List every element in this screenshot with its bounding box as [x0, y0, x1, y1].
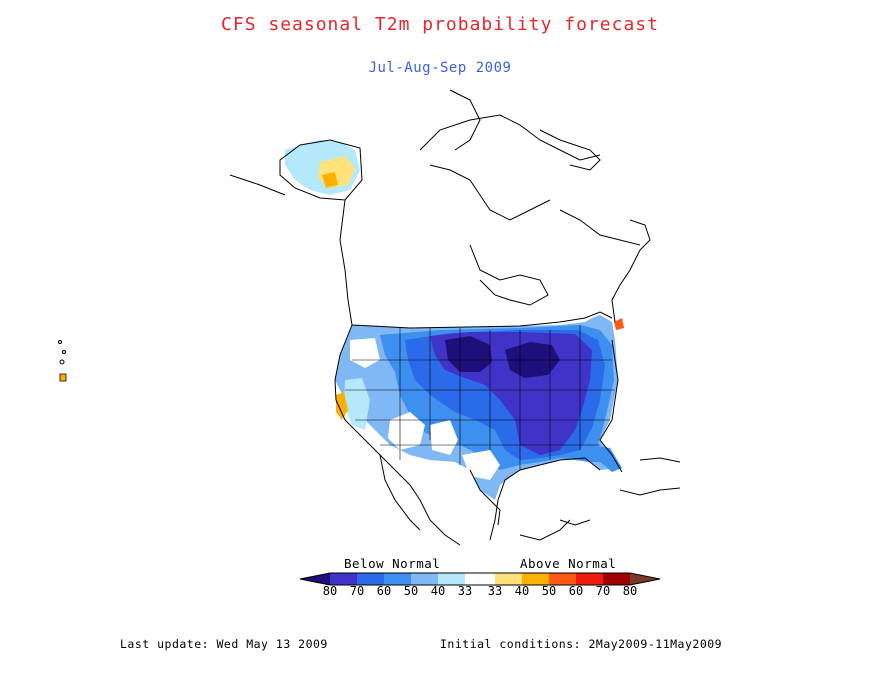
coastlines [229, 89, 681, 546]
us-below-33-west [344, 378, 370, 430]
us-normal-southwest [388, 412, 425, 450]
tick-label: 40 [430, 584, 446, 598]
tick-label: 80 [322, 584, 338, 598]
below-normal-label: Below Normal [344, 556, 441, 571]
hawaii-islands [58, 340, 67, 382]
tick-label: 70 [349, 584, 365, 598]
tick-label: 50 [403, 584, 419, 598]
last-update-text: Last update: Wed May 13 2009 [120, 637, 328, 651]
us-below-40-florida [590, 445, 622, 472]
tick-label: 60 [376, 584, 392, 598]
tick-label: 33 [487, 584, 503, 598]
above-normal-label: Above Normal [520, 556, 617, 571]
us-normal-rockies [430, 420, 458, 455]
map-subtitle: Jul-Aug-Sep 2009 [368, 60, 512, 76]
tick-label: 70 [595, 584, 611, 598]
map-title: CFS seasonal T2m probability forecast [221, 14, 659, 35]
tick-label: 50 [541, 584, 557, 598]
tick-label: 60 [568, 584, 584, 598]
alaska-forecast-region [285, 140, 360, 195]
tick-label: 33 [457, 584, 473, 598]
colorbar-left-arrow [300, 573, 330, 585]
us-normal-northwest [350, 338, 380, 368]
tick-label: 80 [622, 584, 638, 598]
colorbar-ticks: 80 70 60 50 40 33 33 40 50 60 70 80 [300, 584, 660, 600]
us-above-40-california [336, 392, 348, 420]
northeast-above-patch [614, 318, 624, 330]
colorbar [299, 572, 661, 586]
us-below-80-north [445, 336, 492, 372]
initial-conditions-text: Initial conditions: 2May2009-11May2009 [440, 637, 723, 651]
tick-label: 40 [514, 584, 530, 598]
colorbar-right-arrow [630, 573, 660, 585]
us-forecast-region [335, 315, 622, 500]
